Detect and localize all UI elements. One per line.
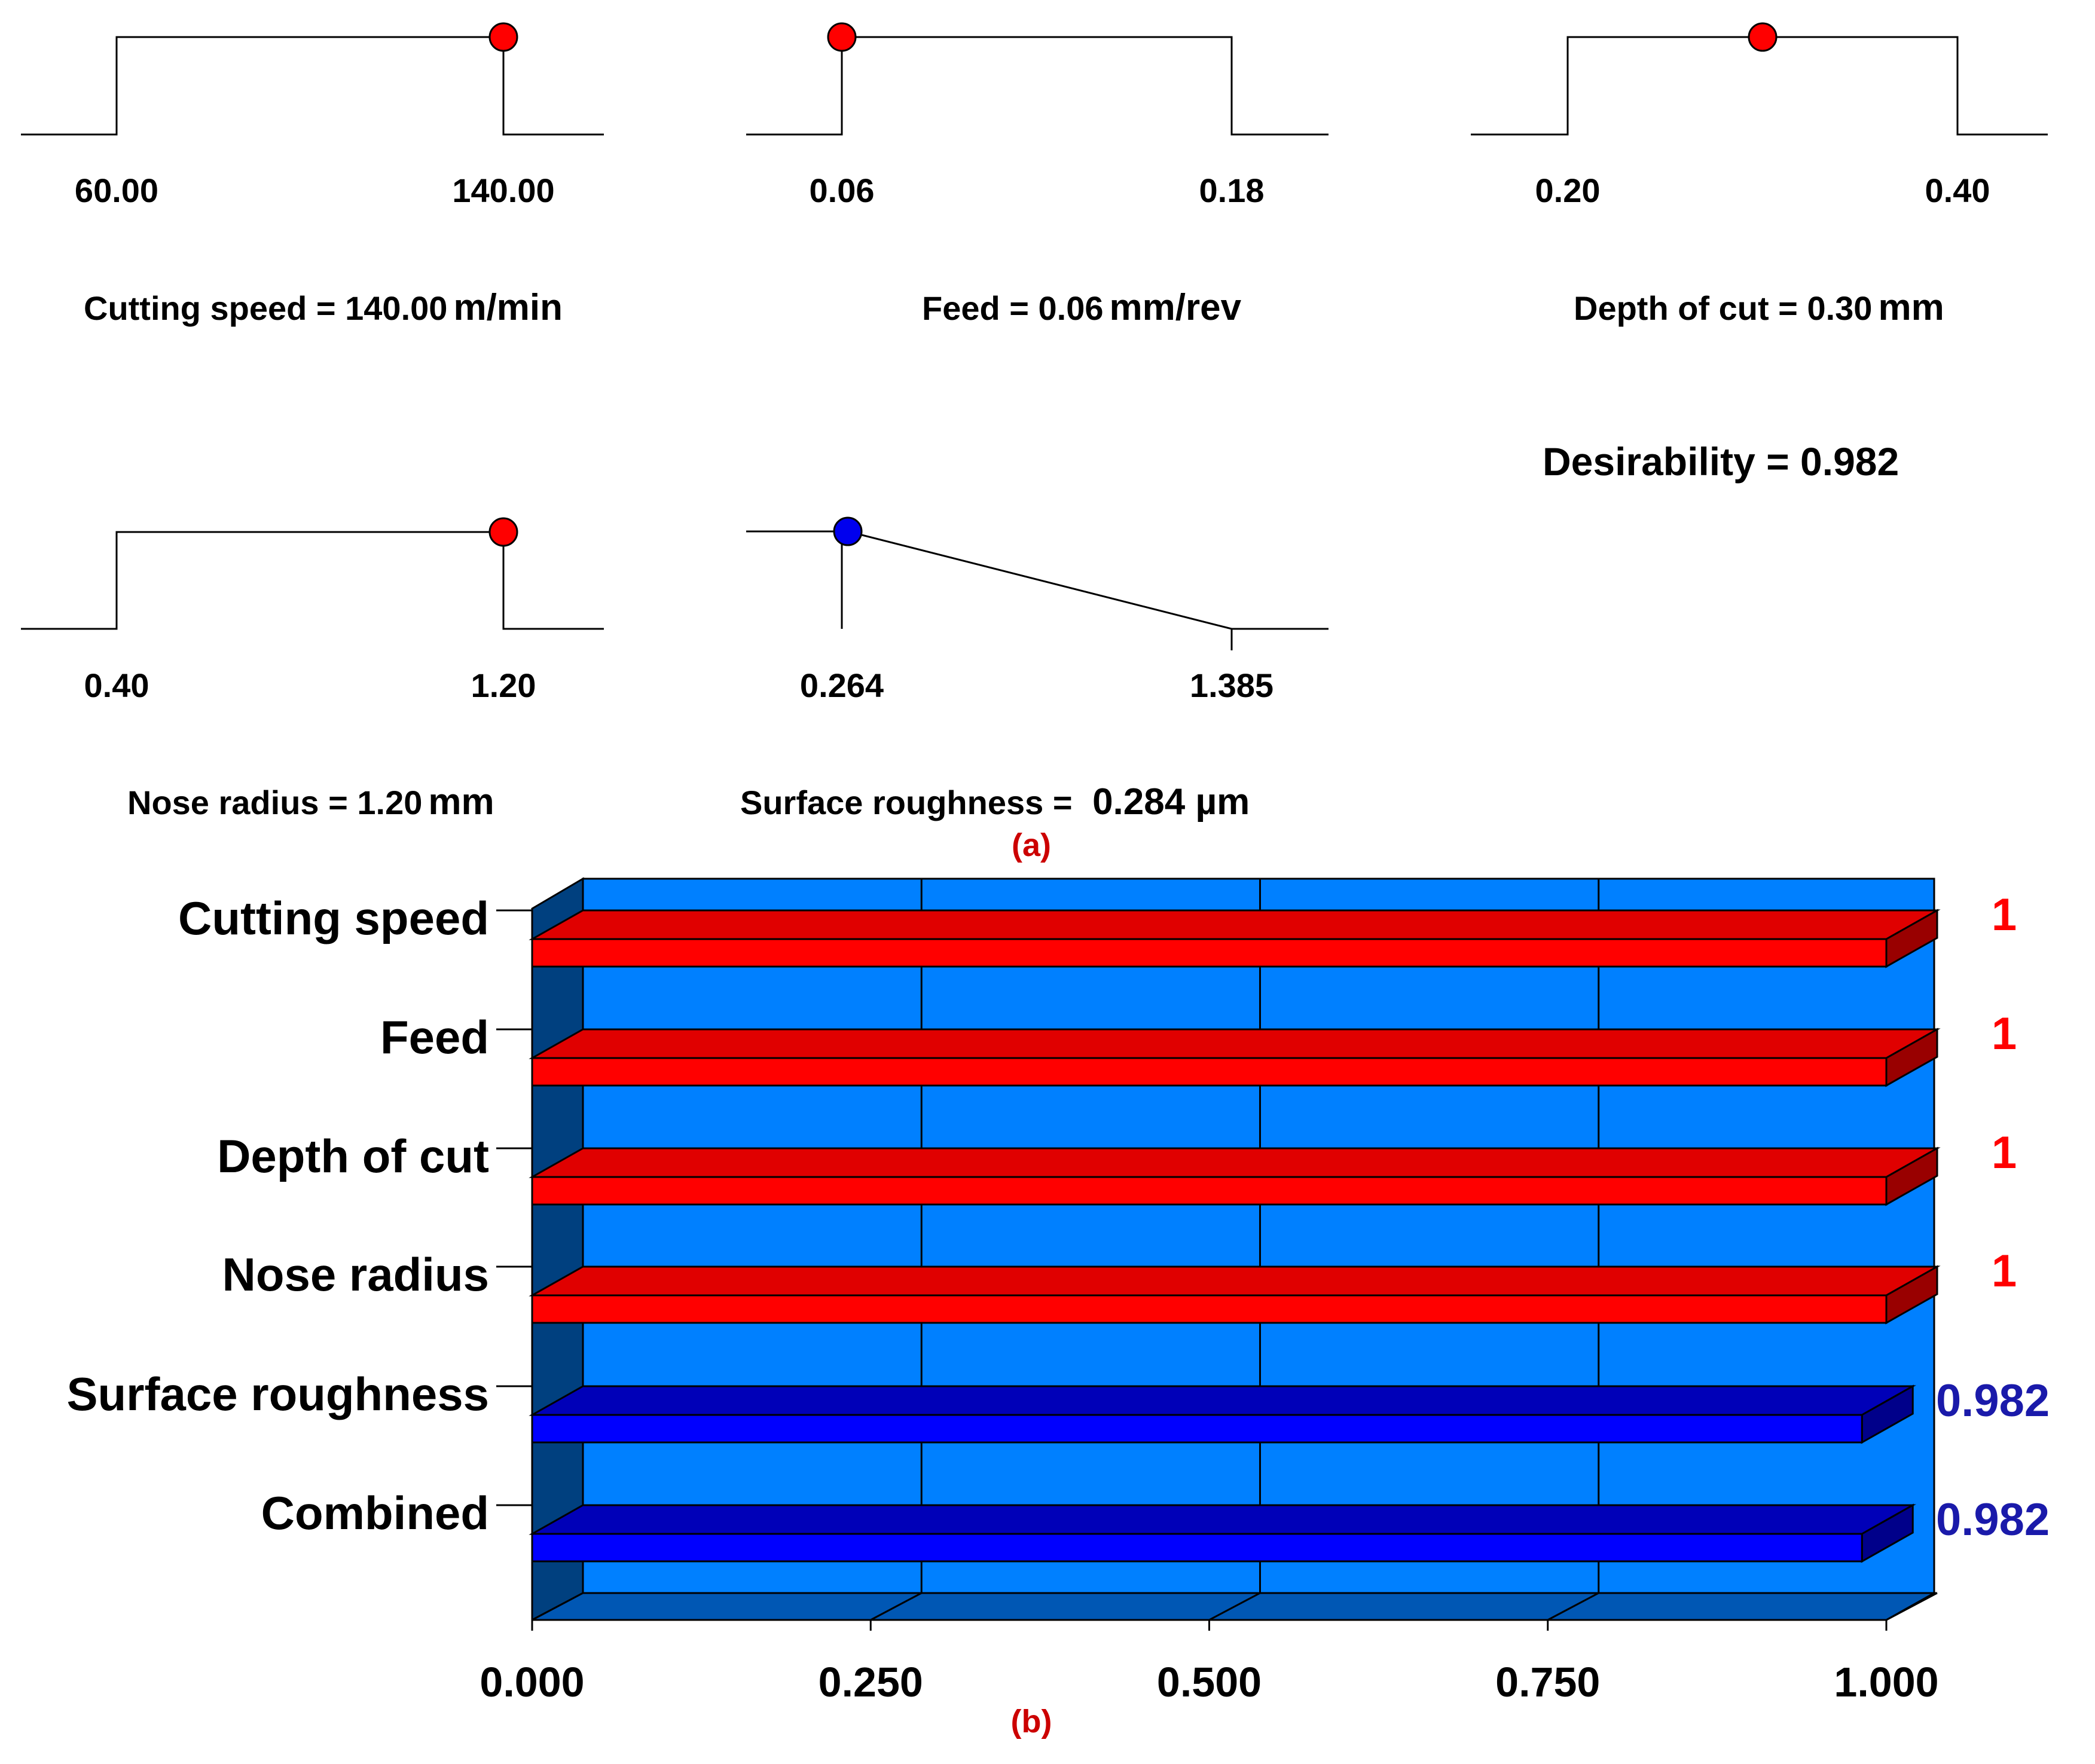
caption-a: (a) [1012,827,1051,863]
bar-front-face [531,1414,1863,1444]
bar-front-face [531,1533,1863,1563]
bar [529,1265,1941,1325]
value-labels: 1 1 1 1 0.982 0.982 [1936,889,2050,1545]
bars [496,909,1941,1563]
ramp-line [746,530,1329,630]
bar [529,1503,1916,1563]
bar-top-face [529,1504,1916,1535]
x-tick-labels: 0.000 0.250 0.500 0.750 1.000 [480,1659,1938,1705]
ramp-low-label: 0.40 [84,667,149,704]
ramp-high-label: 0.40 [1925,172,1990,209]
floor-tick-line [1886,1592,1938,1621]
ramp-marker [1748,22,1778,52]
ramp-line [1471,36,2048,136]
category-label: Nose radius [222,1248,489,1301]
bar-top-face [529,909,1941,940]
ramp-surface-roughness: 0.264 1.385 Surface roughness = 0.284 µm [740,516,1329,823]
caption-b: (b) [1011,1704,1052,1739]
floor-tick-lines [870,1592,1938,1621]
value-label: 0.982 [1936,1494,2050,1545]
category-labels: Cutting speed Feed Depth of cut Nose radius… [66,892,489,1539]
ramp-line [746,36,1329,136]
ramp-low-label: 0.20 [1535,172,1601,209]
bar-top-face [529,1265,1941,1297]
ramp-marker [488,22,518,52]
ramp-high-label: 1.385 [1190,667,1274,704]
floor-tick-line [1208,1592,1261,1621]
ramp-nose-radius: 0.40 1.20 Nose radius = 1.20 mm [21,517,604,823]
floor-tick-line [1547,1592,1599,1621]
ramp-value-label: Depth of cut = 0.30 mm [1574,287,1944,328]
floor-tick-line [870,1592,922,1621]
ramp-marker [488,517,518,547]
ramp-marker [827,22,857,52]
x-tick-label: 0.250 [819,1659,923,1705]
ramp-value-label: Cutting speed = 140.00 m/min [84,287,563,328]
category-label: Cutting speed [178,892,489,944]
ramp-low-label: 0.06 [810,172,875,209]
value-label: 1 [1992,1127,2017,1178]
bar [529,1384,1916,1444]
x-tick-label: 0.000 [480,1659,584,1705]
category-label: Feed [380,1011,489,1063]
bar-front-face [531,1294,1888,1324]
bar-front-face [531,1057,1888,1087]
value-label: 1 [1992,889,2017,940]
ramp-marker [833,516,863,546]
value-label: 1 [1992,1246,2017,1297]
x-tick-label: 0.750 [1495,1659,1600,1705]
plot-back-wall [582,878,1935,1594]
axis-tick-marks [531,1620,1888,1631]
x-tick-label: 1.000 [1834,1659,1938,1705]
ramp-depth-of-cut: 0.20 0.40 Depth of cut = 0.30 mm [1471,22,2048,328]
desirability-label: Desirability = 0.982 [1543,439,1899,484]
x-tick-label: 0.500 [1157,1659,1262,1705]
bar [529,1028,1941,1087]
bar-front-face [531,938,1888,968]
ramp-feed: 0.06 0.18 Feed = 0.06 mm/rev [746,22,1329,328]
ramp-value-label: Nose radius = 1.20 mm [127,781,494,823]
ramp-value-label: Feed = 0.06 mm/rev [922,287,1242,328]
bar-top-face [529,1385,1916,1416]
ramp-low-label: 0.264 [800,667,884,704]
ramp-high-label: 140.00 [452,172,554,209]
bar [529,909,1941,968]
bar-top-face [529,1028,1941,1059]
ramp-low-label: 60.00 [75,172,158,209]
ramp-cutting-speed: 60.00 140.00 Cutting speed = 140.00 m/min [21,22,604,328]
ramp-value-label: Surface roughness = 0.284 µm [740,781,1250,823]
category-label: Surface roughness [66,1368,489,1420]
value-label: 1 [1992,1008,2017,1059]
desirability-bar-chart: Cutting speed Feed Depth of cut Nose radius… [66,877,2050,1705]
value-label: 0.982 [1936,1375,2050,1426]
category-label: Depth of cut [217,1130,489,1182]
bar-top-face [529,1147,1941,1178]
ramp-line [21,36,604,136]
gridlines [920,879,1600,1593]
bar-front-face [531,1176,1888,1206]
bar [529,1147,1941,1206]
ramp-high-label: 1.20 [471,667,536,704]
ramp-high-label: 0.18 [1199,172,1265,209]
category-label: Combined [261,1487,489,1539]
ramp-line [21,531,604,630]
